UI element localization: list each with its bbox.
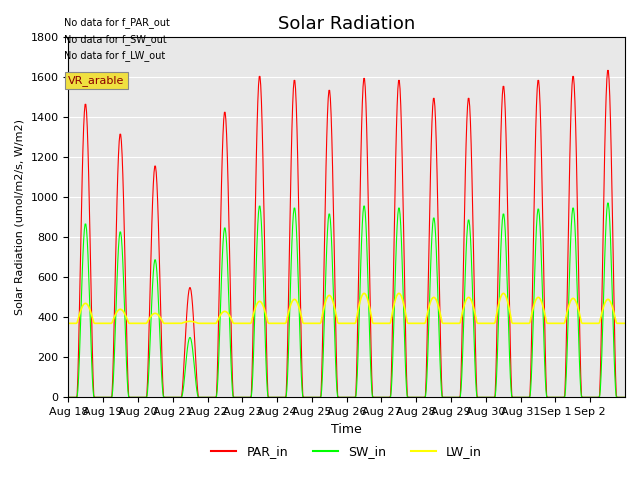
SW_in bbox=[604, 200, 611, 206]
SW_in bbox=[260, 282, 268, 288]
SW_in bbox=[130, 395, 138, 400]
SW_in bbox=[621, 395, 629, 400]
LW_in bbox=[360, 290, 367, 296]
PAR_in bbox=[65, 395, 72, 400]
Line: PAR_in: PAR_in bbox=[68, 71, 625, 397]
X-axis label: Time: Time bbox=[332, 422, 362, 436]
SW_in bbox=[281, 395, 289, 400]
LW_in bbox=[281, 321, 289, 326]
Line: SW_in: SW_in bbox=[68, 203, 625, 397]
PAR_in bbox=[435, 276, 443, 282]
Y-axis label: Solar Radiation (umol/m2/s, W/m2): Solar Radiation (umol/m2/s, W/m2) bbox=[15, 120, 25, 315]
LW_in bbox=[65, 321, 72, 326]
Text: No data for f_PAR_out: No data for f_PAR_out bbox=[64, 17, 170, 28]
PAR_in bbox=[404, 395, 412, 400]
PAR_in bbox=[130, 395, 138, 400]
SW_in bbox=[404, 395, 412, 400]
LW_in bbox=[405, 321, 413, 326]
PAR_in bbox=[604, 68, 611, 73]
Text: VR_arable: VR_arable bbox=[68, 75, 125, 86]
LW_in bbox=[130, 321, 138, 326]
SW_in bbox=[232, 395, 240, 400]
SW_in bbox=[65, 395, 72, 400]
PAR_in bbox=[260, 189, 268, 194]
PAR_in bbox=[232, 395, 240, 400]
Text: No data for f_SW_out: No data for f_SW_out bbox=[64, 34, 167, 45]
Legend: PAR_in, SW_in, LW_in: PAR_in, SW_in, LW_in bbox=[207, 440, 487, 463]
LW_in bbox=[621, 321, 629, 326]
Title: Solar Radiation: Solar Radiation bbox=[278, 15, 415, 33]
LW_in bbox=[232, 321, 240, 326]
LW_in bbox=[260, 304, 268, 310]
Text: No data for f_LW_out: No data for f_LW_out bbox=[64, 50, 165, 61]
Line: LW_in: LW_in bbox=[68, 293, 625, 324]
PAR_in bbox=[281, 395, 289, 400]
LW_in bbox=[436, 310, 444, 315]
PAR_in bbox=[621, 395, 629, 400]
SW_in bbox=[435, 336, 443, 341]
